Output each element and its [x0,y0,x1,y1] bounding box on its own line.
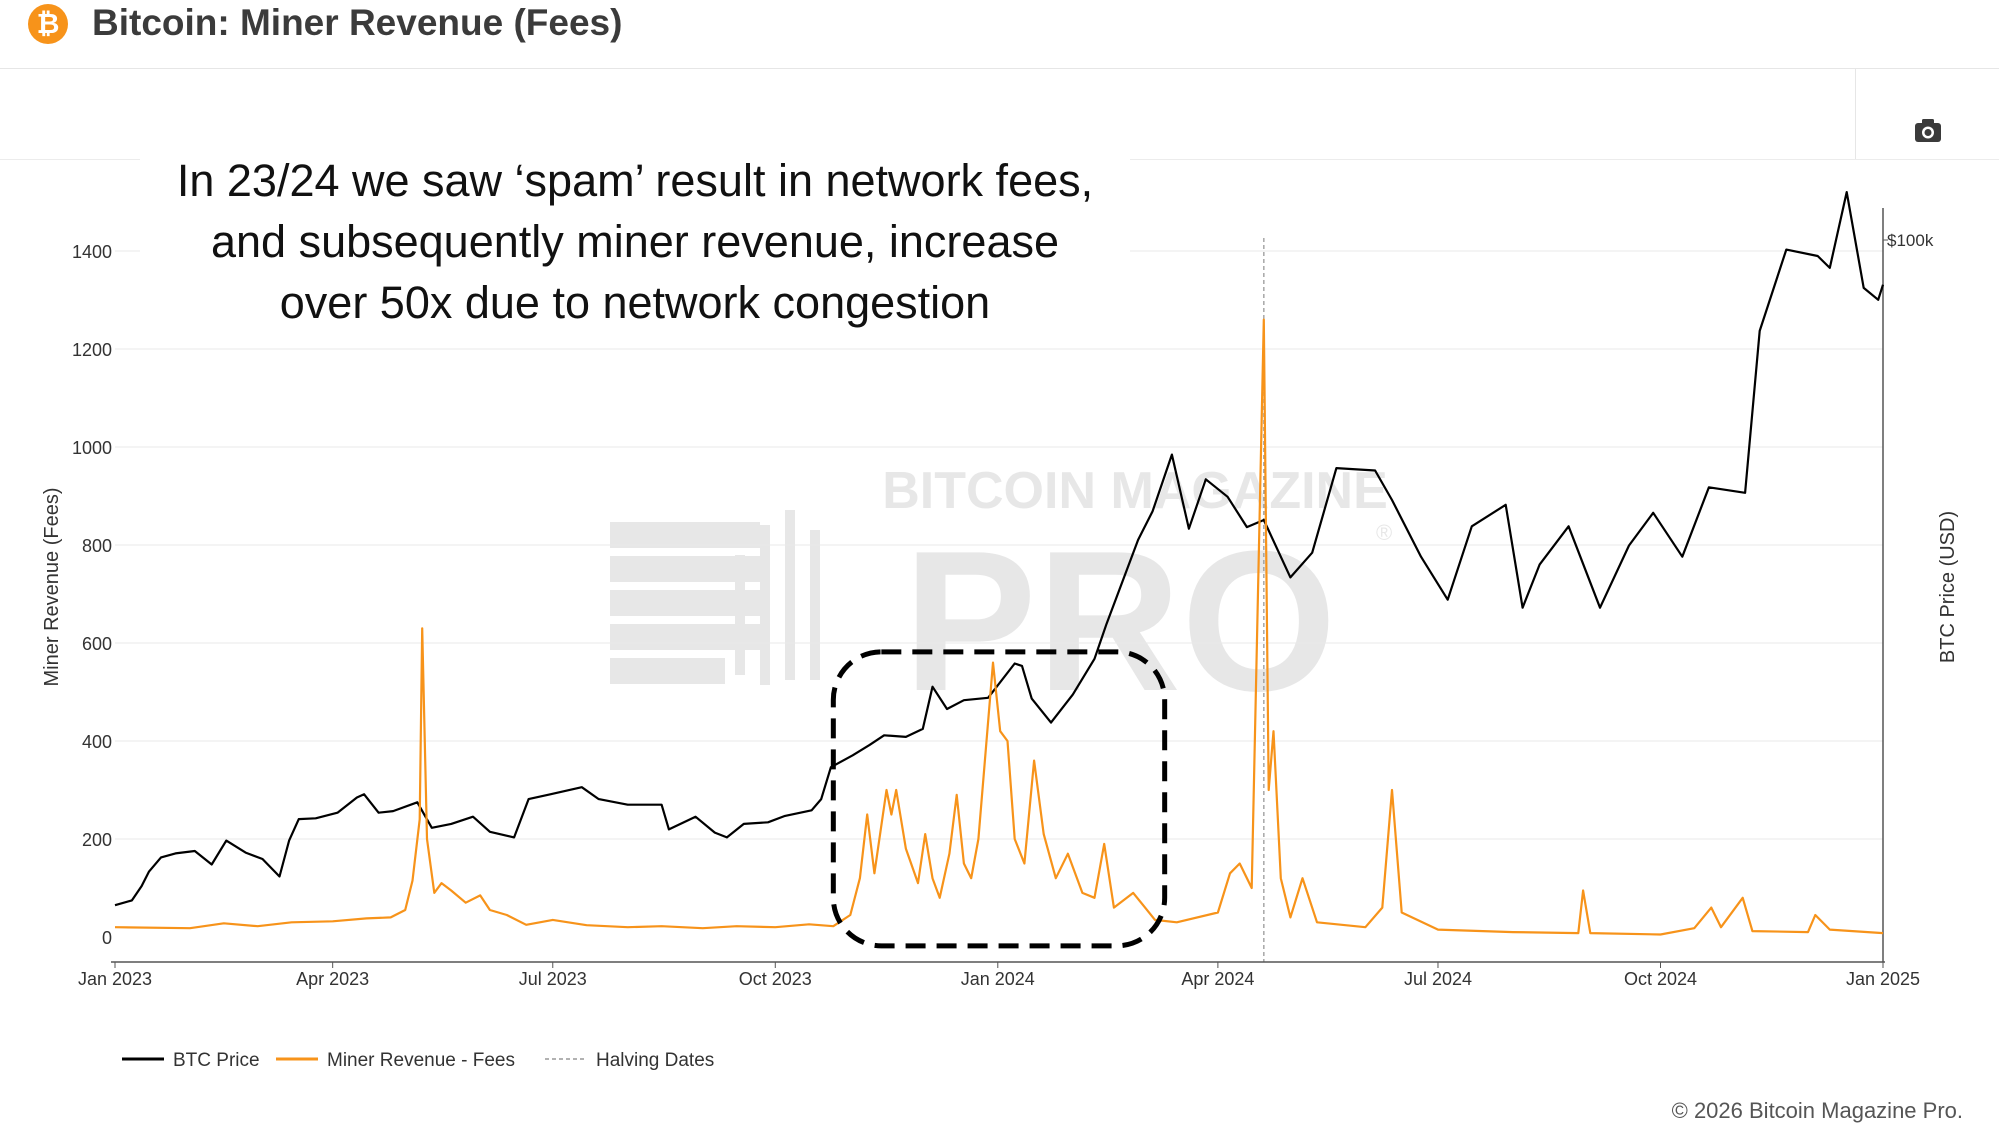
btc-price-line [114,191,1885,907]
watermark-registered: ® [1376,520,1392,545]
y-tick-label: 400 [82,732,112,752]
series [114,191,1885,936]
x-tick-label: Apr 2023 [296,969,369,989]
y-axis-ticks: 0 200 400 600 800 1000 1200 1400 [72,242,112,948]
x-tick-label: Jan 2023 [78,969,152,989]
watermark-logo-icon [610,510,820,685]
y-tick-label: 1400 [72,242,112,262]
copyright: © 2026 Bitcoin Magazine Pro. [1671,1098,1963,1123]
bitcoin-logo-icon: ₿ [28,4,68,44]
x-tick-label: Jan 2024 [961,969,1035,989]
header: ₿ Bitcoin: Miner Revenue (Fees) [0,0,1999,69]
gridlines [115,250,1883,840]
legend-miner-revenue-fees-label: Miner Revenue - Fees [327,1050,515,1071]
y2-tick-label: $100k [1887,231,1934,250]
x-tick-label: Oct 2024 [1624,969,1697,989]
camera-icon[interactable] [1908,113,1948,149]
y2-axis-ticks: $100k [1883,231,1934,250]
y-tick-label: 200 [82,830,112,850]
y-tick-label: 600 [82,634,112,654]
legend-halving-dates-label: Halving Dates [596,1050,714,1071]
x-tick-label: Oct 2023 [739,969,812,989]
legend-btc-price-label: BTC Price [173,1050,260,1071]
x-tick-label: Jul 2023 [519,969,587,989]
y-tick-label: 1000 [72,438,112,458]
miner-revenue-fees-line [114,318,1884,936]
x-tick-label: Jan 2025 [1846,969,1920,989]
y-tick-label: 0 [102,928,112,948]
page-title: Bitcoin: Miner Revenue (Fees) [92,2,623,43]
y-axis-label: Miner Revenue (Fees) [41,488,63,687]
annotation-text: In 23/24 we saw ‘spam’ result in network… [140,150,1130,333]
x-axis-ticks: Jan 2023 Apr 2023 Jul 2023 Oct 2023 Jan 2024… [78,962,1920,989]
highlight-box [830,649,1168,949]
watermark-line1: BITCOIN MAGAZINE [882,462,1388,520]
x-tick-label: Jul 2024 [1404,969,1472,989]
y-tick-label: 800 [82,536,112,556]
y-tick-label: 1200 [72,340,112,360]
y2-axis-label: BTC Price (USD) [1937,511,1959,663]
highlight-box-rect [830,649,1168,949]
watermark: BITCOIN MAGAZINE PRO ® [610,462,1392,733]
toolbar-divider [1855,69,1856,159]
x-tick-label: Apr 2024 [1181,969,1254,989]
legend: BTC Price Miner Revenue - Fees Halving Dat… [122,1050,714,1071]
